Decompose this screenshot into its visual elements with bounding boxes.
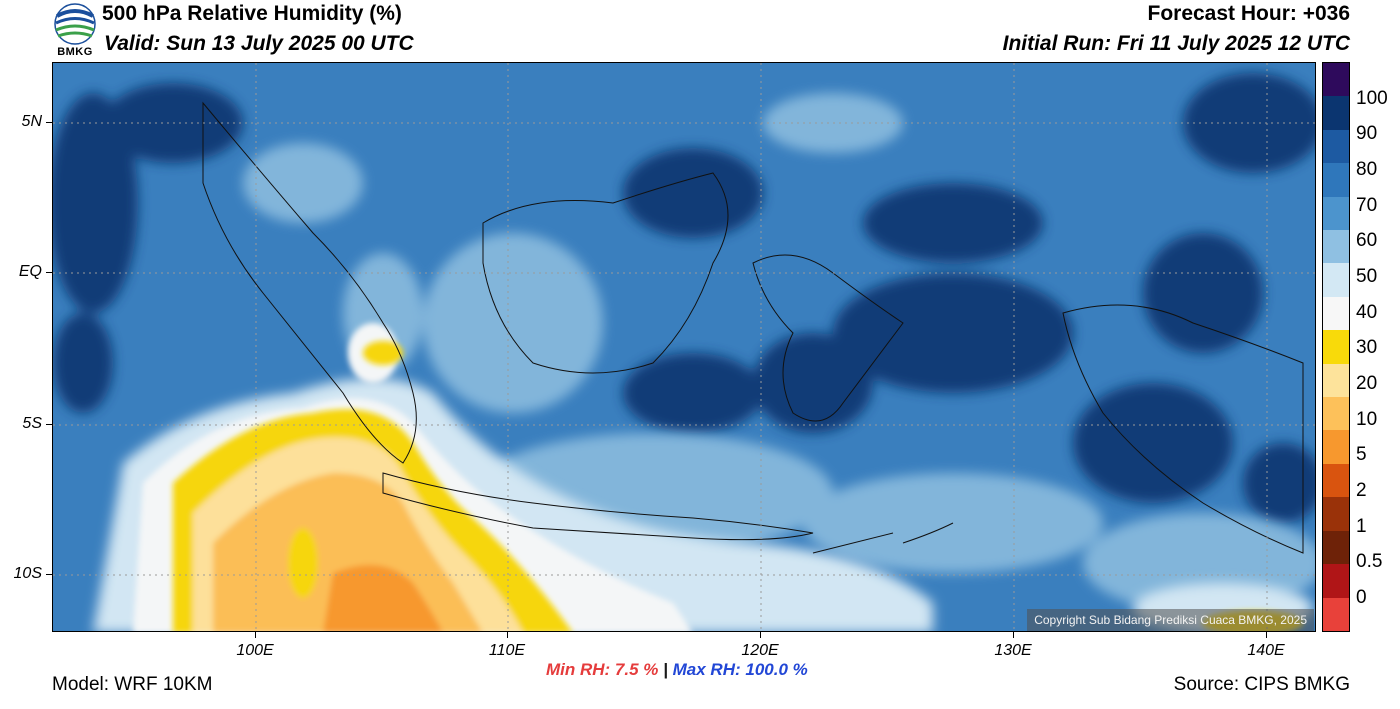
logo-text: BMKG xyxy=(57,46,93,58)
initial-run: Initial Run: Fri 11 July 2025 12 UTC xyxy=(1002,32,1350,55)
lat-label-eq: EQ xyxy=(18,263,42,280)
colorbar-label: 30 xyxy=(1356,337,1378,358)
colorbar-label: 40 xyxy=(1356,302,1378,323)
colorbar-swatch xyxy=(1323,63,1349,97)
lon-label-110e: 110E xyxy=(488,642,526,659)
min-max-readout: Min RH: 7.5 % | Max RH: 100.0 % xyxy=(546,660,808,680)
min-rh: Min RH: 7.5 % xyxy=(546,660,659,679)
lat-label-10s: 10S xyxy=(13,565,42,582)
colorbar-swatch xyxy=(1323,96,1349,130)
copyright-note: Copyright Sub Bidang Prediksi Cuaca BMKG… xyxy=(1027,609,1314,631)
lon-tick xyxy=(760,632,761,638)
colorbar-swatch xyxy=(1323,363,1349,398)
colorbar-label: 0 xyxy=(1356,587,1367,608)
lon-tick xyxy=(507,632,508,638)
humidity-map-canvas xyxy=(53,63,1315,631)
bmkg-logo: BMKG xyxy=(52,2,98,60)
colorbar-swatch xyxy=(1323,196,1349,231)
colorbar-label: 20 xyxy=(1356,373,1378,394)
colorbar-swatch xyxy=(1323,163,1349,197)
colorbar-label: 2 xyxy=(1356,480,1367,501)
lon-label-120e: 120E xyxy=(741,642,779,659)
colorbar-swatch xyxy=(1323,497,1349,531)
colorbar-swatch xyxy=(1323,263,1349,297)
colorbar-label: 60 xyxy=(1356,230,1378,251)
colorbar-label: 80 xyxy=(1356,159,1378,180)
max-rh: Max RH: 100.0 % xyxy=(672,660,808,679)
colorbar-swatch xyxy=(1323,597,1349,631)
colorbar-label: 1 xyxy=(1356,516,1367,537)
colorbar-swatch xyxy=(1323,463,1349,498)
chart-title: 500 hPa Relative Humidity (%) xyxy=(102,2,402,25)
colorbar-swatch xyxy=(1323,530,1349,565)
colorbar-swatch xyxy=(1323,430,1349,464)
graticule xyxy=(53,63,1315,631)
coastlines xyxy=(202,101,1304,554)
lat-tick xyxy=(46,272,52,273)
forecast-hour: Forecast Hour: +036 xyxy=(1147,2,1351,25)
lat-tick xyxy=(46,574,52,575)
colorbar-swatch xyxy=(1323,397,1349,431)
colorbar-label: 70 xyxy=(1356,195,1378,216)
lat-label-5n: 5N xyxy=(21,113,42,130)
lon-label-100e: 100E xyxy=(236,642,274,659)
valid-time: Valid: Sun 13 July 2025 00 UTC xyxy=(104,32,414,55)
lat-tick xyxy=(46,122,52,123)
colorbar-swatch xyxy=(1323,296,1349,331)
bmkg-logo-icon xyxy=(54,3,96,45)
lat-label-5s: 5S xyxy=(22,415,42,432)
colorbar-label: 90 xyxy=(1356,123,1378,144)
colorbar-label: 5 xyxy=(1356,444,1367,465)
model-name: Model: WRF 10KM xyxy=(52,674,213,695)
humidity-map[interactable] xyxy=(52,62,1316,632)
colorbar-swatch xyxy=(1323,564,1349,598)
colorbar-swatch xyxy=(1323,230,1349,264)
colorbar-label: 50 xyxy=(1356,266,1378,287)
lon-tick xyxy=(255,632,256,638)
source-credit: Source: CIPS BMKG xyxy=(1173,674,1350,695)
dry-region xyxy=(173,341,1303,631)
colorbar-swatch xyxy=(1323,129,1349,164)
colorbar-label: 100 xyxy=(1356,88,1388,109)
lon-tick xyxy=(1266,632,1267,638)
colorbar xyxy=(1322,62,1350,632)
colorbar-swatch xyxy=(1323,330,1349,364)
lat-tick xyxy=(46,424,52,425)
lon-label-130e: 130E xyxy=(994,642,1032,659)
colorbar-label: 10 xyxy=(1356,409,1378,430)
min-max-separator: | xyxy=(663,660,668,679)
lon-tick xyxy=(1013,632,1014,638)
very-moist-areas xyxy=(53,73,1315,523)
colorbar-label: 0.5 xyxy=(1356,551,1383,572)
lon-label-140e: 140E xyxy=(1247,642,1285,659)
